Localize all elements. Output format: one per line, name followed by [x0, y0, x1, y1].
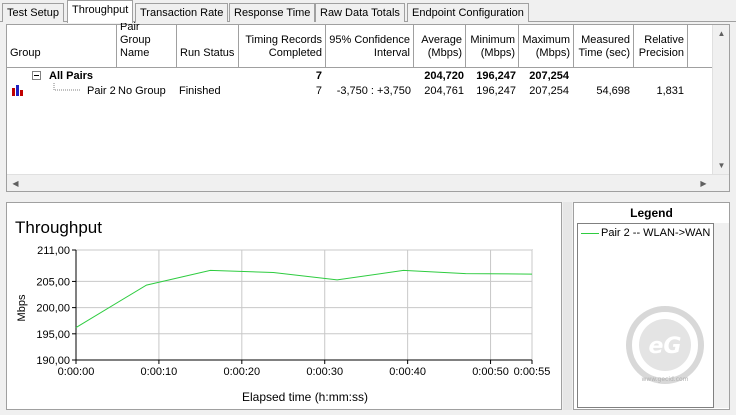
cell-average: 204,720 — [424, 70, 464, 82]
y-tick-label: 195,00 — [36, 329, 70, 341]
series-line-pair-2 — [75, 269, 533, 328]
scroll-left-icon[interactable]: ◀ — [12, 179, 19, 188]
col-confidence-interval[interactable]: 95% Confidence Interval — [326, 25, 414, 68]
cell-group: Pair 2 — [87, 85, 116, 97]
y-tick-label: 211,00 — [37, 245, 70, 257]
legend-vertical-scrollbar[interactable] — [714, 223, 729, 408]
legend-item[interactable]: Pair 2 -- WLAN->WAN — [581, 227, 710, 239]
table-row-all-pairs[interactable]: All Pairs 7 204,720 196,247 207,254 — [7, 68, 717, 84]
tab-transaction-rate[interactable]: Transaction Rate — [135, 3, 229, 22]
scroll-right-icon[interactable]: ▶ — [700, 179, 707, 188]
scroll-up-icon[interactable]: ▲ — [717, 29, 726, 38]
col-timing-records[interactable]: Timing Records Completed — [239, 25, 326, 68]
tab-endpoint-configuration[interactable]: Endpoint Configuration — [407, 3, 529, 22]
tab-throughput[interactable]: Throughput — [67, 0, 134, 23]
table-header: Group Pair Group Name Run Status Timing … — [7, 21, 717, 68]
x-tick-label: 0:00:00 — [58, 366, 95, 378]
scroll-down-icon[interactable]: ▼ — [717, 161, 726, 170]
throughput-chart-panel: Throughput 190,00 195,00 200,00 205,00 211,0… — [6, 202, 562, 410]
cell-group: All Pairs — [49, 70, 94, 82]
plot-area — [75, 249, 533, 361]
watermark-text: www.gecid.com — [641, 376, 688, 383]
legend-item-label: Pair 2 -- WLAN->WAN — [601, 227, 711, 239]
col-pair-group-name[interactable]: Pair Group Name — [117, 21, 177, 68]
col-average[interactable]: Average (Mbps) — [414, 25, 466, 68]
results-table: Group Pair Group Name Run Status Timing … — [6, 21, 730, 192]
cell-measured-time: 54,698 — [596, 85, 630, 97]
chart-title: Throughput — [15, 218, 102, 237]
col-measured-time[interactable]: Measured Time (sec) — [574, 25, 634, 68]
svg-text:eG: eG — [649, 334, 682, 359]
tab-bar: Test Setup Throughput Transaction Rate R… — [0, 0, 736, 23]
chart-grid — [75, 249, 533, 361]
table-vertical-scrollbar[interactable]: ▲ ▼ — [712, 25, 729, 175]
x-tick-label: 0:00:55 — [514, 366, 551, 378]
gecid-watermark-logo: eG www.gecid.com — [626, 306, 704, 384]
cell-average: 204,761 — [424, 85, 464, 97]
legend-title: Legend — [630, 206, 673, 220]
y-tick-label: 200,00 — [36, 303, 70, 315]
col-relative-precision[interactable]: Relative Precision — [634, 25, 688, 68]
tab-response-time[interactable]: Response Time — [229, 3, 316, 22]
x-tick-label: 0:00:20 — [223, 366, 260, 378]
y-tick-label: 190,00 — [36, 355, 70, 367]
legend-line-swatch — [581, 232, 599, 234]
collapse-icon[interactable] — [32, 71, 41, 80]
tab-test-setup[interactable]: Test Setup — [2, 3, 64, 22]
x-tick-label: 0:00:10 — [141, 366, 178, 378]
cell-timing-records: 7 — [315, 85, 322, 97]
chart-series — [75, 269, 533, 328]
panel-splitter[interactable] — [563, 202, 572, 410]
col-minimum[interactable]: Minimum (Mbps) — [466, 25, 519, 68]
col-run-status[interactable]: Run Status — [177, 25, 239, 68]
cell-maximum: 207,254 — [529, 70, 569, 82]
cell-pair-group-name: No Group — [118, 85, 166, 97]
col-maximum[interactable]: Maximum (Mbps) — [519, 25, 574, 68]
table-horizontal-scrollbar[interactable]: ◀ ▶ — [7, 174, 729, 191]
table-row-pair-2[interactable]: Pair 2 No Group Finished 7 -3,750 : +3,7… — [7, 83, 717, 99]
pair-chart-icon — [12, 85, 23, 96]
tree-connector-icon — [53, 83, 80, 91]
x-axis-ticks: 0:00:00 0:00:10 0:00:20 0:00:30 0:00:40 0:00:… — [58, 360, 551, 378]
cell-minimum: 196,247 — [476, 70, 516, 82]
tab-raw-data-totals[interactable]: Raw Data Totals — [315, 3, 405, 22]
y-axis-label: Mbps — [16, 294, 28, 321]
y-axis-ticks: 190,00 195,00 200,00 205,00 211,00 — [36, 245, 76, 367]
cell-maximum: 207,254 — [529, 85, 569, 97]
x-tick-label: 0:00:30 — [306, 366, 343, 378]
x-tick-label: 0:00:40 — [389, 366, 426, 378]
y-tick-label: 205,00 — [36, 276, 70, 288]
col-group[interactable]: Group — [7, 25, 117, 68]
throughput-chart: Throughput 190,00 195,00 200,00 205,00 211,0… — [15, 218, 551, 404]
x-axis-label: Elapsed time (h:mm:ss) — [242, 390, 368, 404]
cell-confidence-interval: -3,750 : +3,750 — [336, 85, 411, 97]
cell-run-status: Finished — [179, 85, 221, 97]
cell-timing-records: 7 — [315, 70, 322, 82]
x-tick-label: 0:00:50 — [472, 366, 509, 378]
cell-relative-precision: 1,831 — [656, 85, 684, 97]
cell-minimum: 196,247 — [476, 85, 516, 97]
